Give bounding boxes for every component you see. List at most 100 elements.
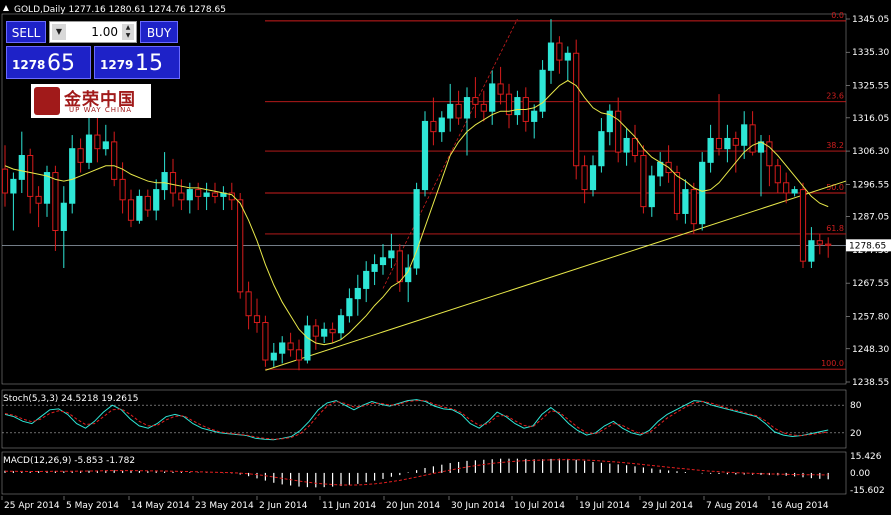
candlestick[interactable] [10,172,17,231]
candlestick[interactable] [514,90,521,125]
candlestick[interactable] [682,179,689,224]
candlestick[interactable] [346,288,353,323]
candlestick[interactable] [379,244,387,275]
candlestick[interactable] [707,124,714,173]
sell-price[interactable]: 1278 65 [6,46,91,79]
candlestick[interactable] [312,319,319,350]
candlestick[interactable] [144,189,151,217]
candlestick[interactable] [455,90,462,125]
collapse-triangle-icon[interactable] [3,5,9,11]
sell-button[interactable]: SELL [6,21,46,43]
candlestick[interactable] [573,39,580,180]
candlestick[interactable] [825,237,832,258]
candlestick[interactable] [648,165,655,217]
candlestick[interactable] [287,332,294,357]
candlestick[interactable] [102,124,109,156]
candlestick[interactable] [724,124,731,163]
macd-pane[interactable]: 15.426 0.00 -15.602 [1,451,885,496]
candlestick[interactable] [119,162,126,214]
candlestick[interactable] [799,182,807,268]
stochastic-pane[interactable]: 80 20 [1,389,862,449]
candlestick[interactable] [295,339,303,371]
lot-size-control[interactable]: ▼ 1.00 ▲ ▼ [49,21,137,43]
candlestick[interactable] [245,281,252,330]
candlestick[interactable] [766,135,773,187]
candlestick[interactable] [816,233,823,255]
candlestick[interactable] [480,90,487,122]
candlestick[interactable] [354,274,361,316]
candlestick[interactable] [253,298,261,333]
candlestick[interactable] [237,193,244,299]
candlestick[interactable] [161,152,168,200]
candlestick[interactable] [438,111,445,142]
candlestick[interactable] [598,118,605,173]
candlestick[interactable] [497,66,504,105]
candlestick[interactable] [279,336,286,364]
candlestick[interactable] [35,186,42,228]
candlestick[interactable] [539,60,546,119]
candlestick[interactable] [531,104,538,139]
candlestick[interactable] [489,70,496,125]
candlestick[interactable] [304,315,311,364]
candlestick[interactable] [169,158,177,207]
candlestick[interactable] [195,182,202,211]
candlestick[interactable] [18,131,25,194]
candlestick[interactable] [371,254,378,286]
candlestick[interactable] [270,342,277,367]
candlestick[interactable] [774,158,781,194]
candlestick[interactable] [211,182,219,204]
buy-price[interactable]: 1279 15 [94,46,180,79]
candlestick[interactable] [741,111,748,159]
candlestick[interactable] [363,261,370,303]
candlestick[interactable] [749,111,756,156]
triangle-down-icon[interactable]: ▼ [52,24,66,40]
candlestick[interactable] [153,179,160,221]
candlestick[interactable] [329,322,336,343]
candlestick[interactable] [27,148,34,214]
candlestick[interactable] [615,97,622,163]
candlestick[interactable] [228,182,235,211]
candlestick[interactable] [791,186,798,197]
candlestick[interactable] [640,145,647,214]
candlestick[interactable] [589,155,597,197]
candlestick[interactable] [623,128,630,166]
candlestick[interactable] [178,179,185,211]
candlestick[interactable] [463,87,471,156]
candlestick[interactable] [1,145,9,207]
candlestick[interactable] [505,83,513,129]
candlestick[interactable] [581,155,588,204]
candlestick[interactable] [111,131,118,187]
candlestick[interactable] [472,77,479,119]
candlestick[interactable] [673,165,681,221]
candlestick[interactable] [421,111,429,197]
candlestick[interactable] [94,118,101,163]
candlestick[interactable] [203,182,210,211]
candlestick[interactable] [85,118,93,170]
candlestick[interactable] [430,97,437,146]
candlestick[interactable] [606,104,613,146]
candlestick[interactable] [127,189,135,228]
main-pane[interactable]: 1345.05 1335.30 1325.55 1316.05 1306.30 1296.… [1,11,891,388]
candlestick[interactable] [564,46,571,81]
candlestick[interactable] [337,308,345,340]
candlestick[interactable] [631,124,639,163]
lot-size-value[interactable]: 1.00 [91,25,118,39]
candlestick[interactable] [690,182,697,234]
candlestick[interactable] [69,135,76,214]
candlestick[interactable] [77,138,84,173]
candlestick[interactable] [52,165,59,251]
candlestick[interactable] [783,172,790,204]
candlestick[interactable] [262,315,269,367]
candlestick[interactable] [715,94,723,156]
candlestick[interactable] [321,322,328,343]
candlestick[interactable] [413,182,420,275]
candlestick[interactable] [43,165,51,217]
buy-button[interactable]: BUY [140,21,178,43]
up-down-spinner-icon[interactable]: ▲ ▼ [122,24,134,40]
candlestick[interactable] [808,227,815,268]
candlestick[interactable] [556,36,563,74]
candlestick[interactable] [732,131,739,173]
candlestick[interactable] [60,186,67,268]
candlestick[interactable] [388,233,395,268]
candlestick[interactable] [136,189,143,224]
